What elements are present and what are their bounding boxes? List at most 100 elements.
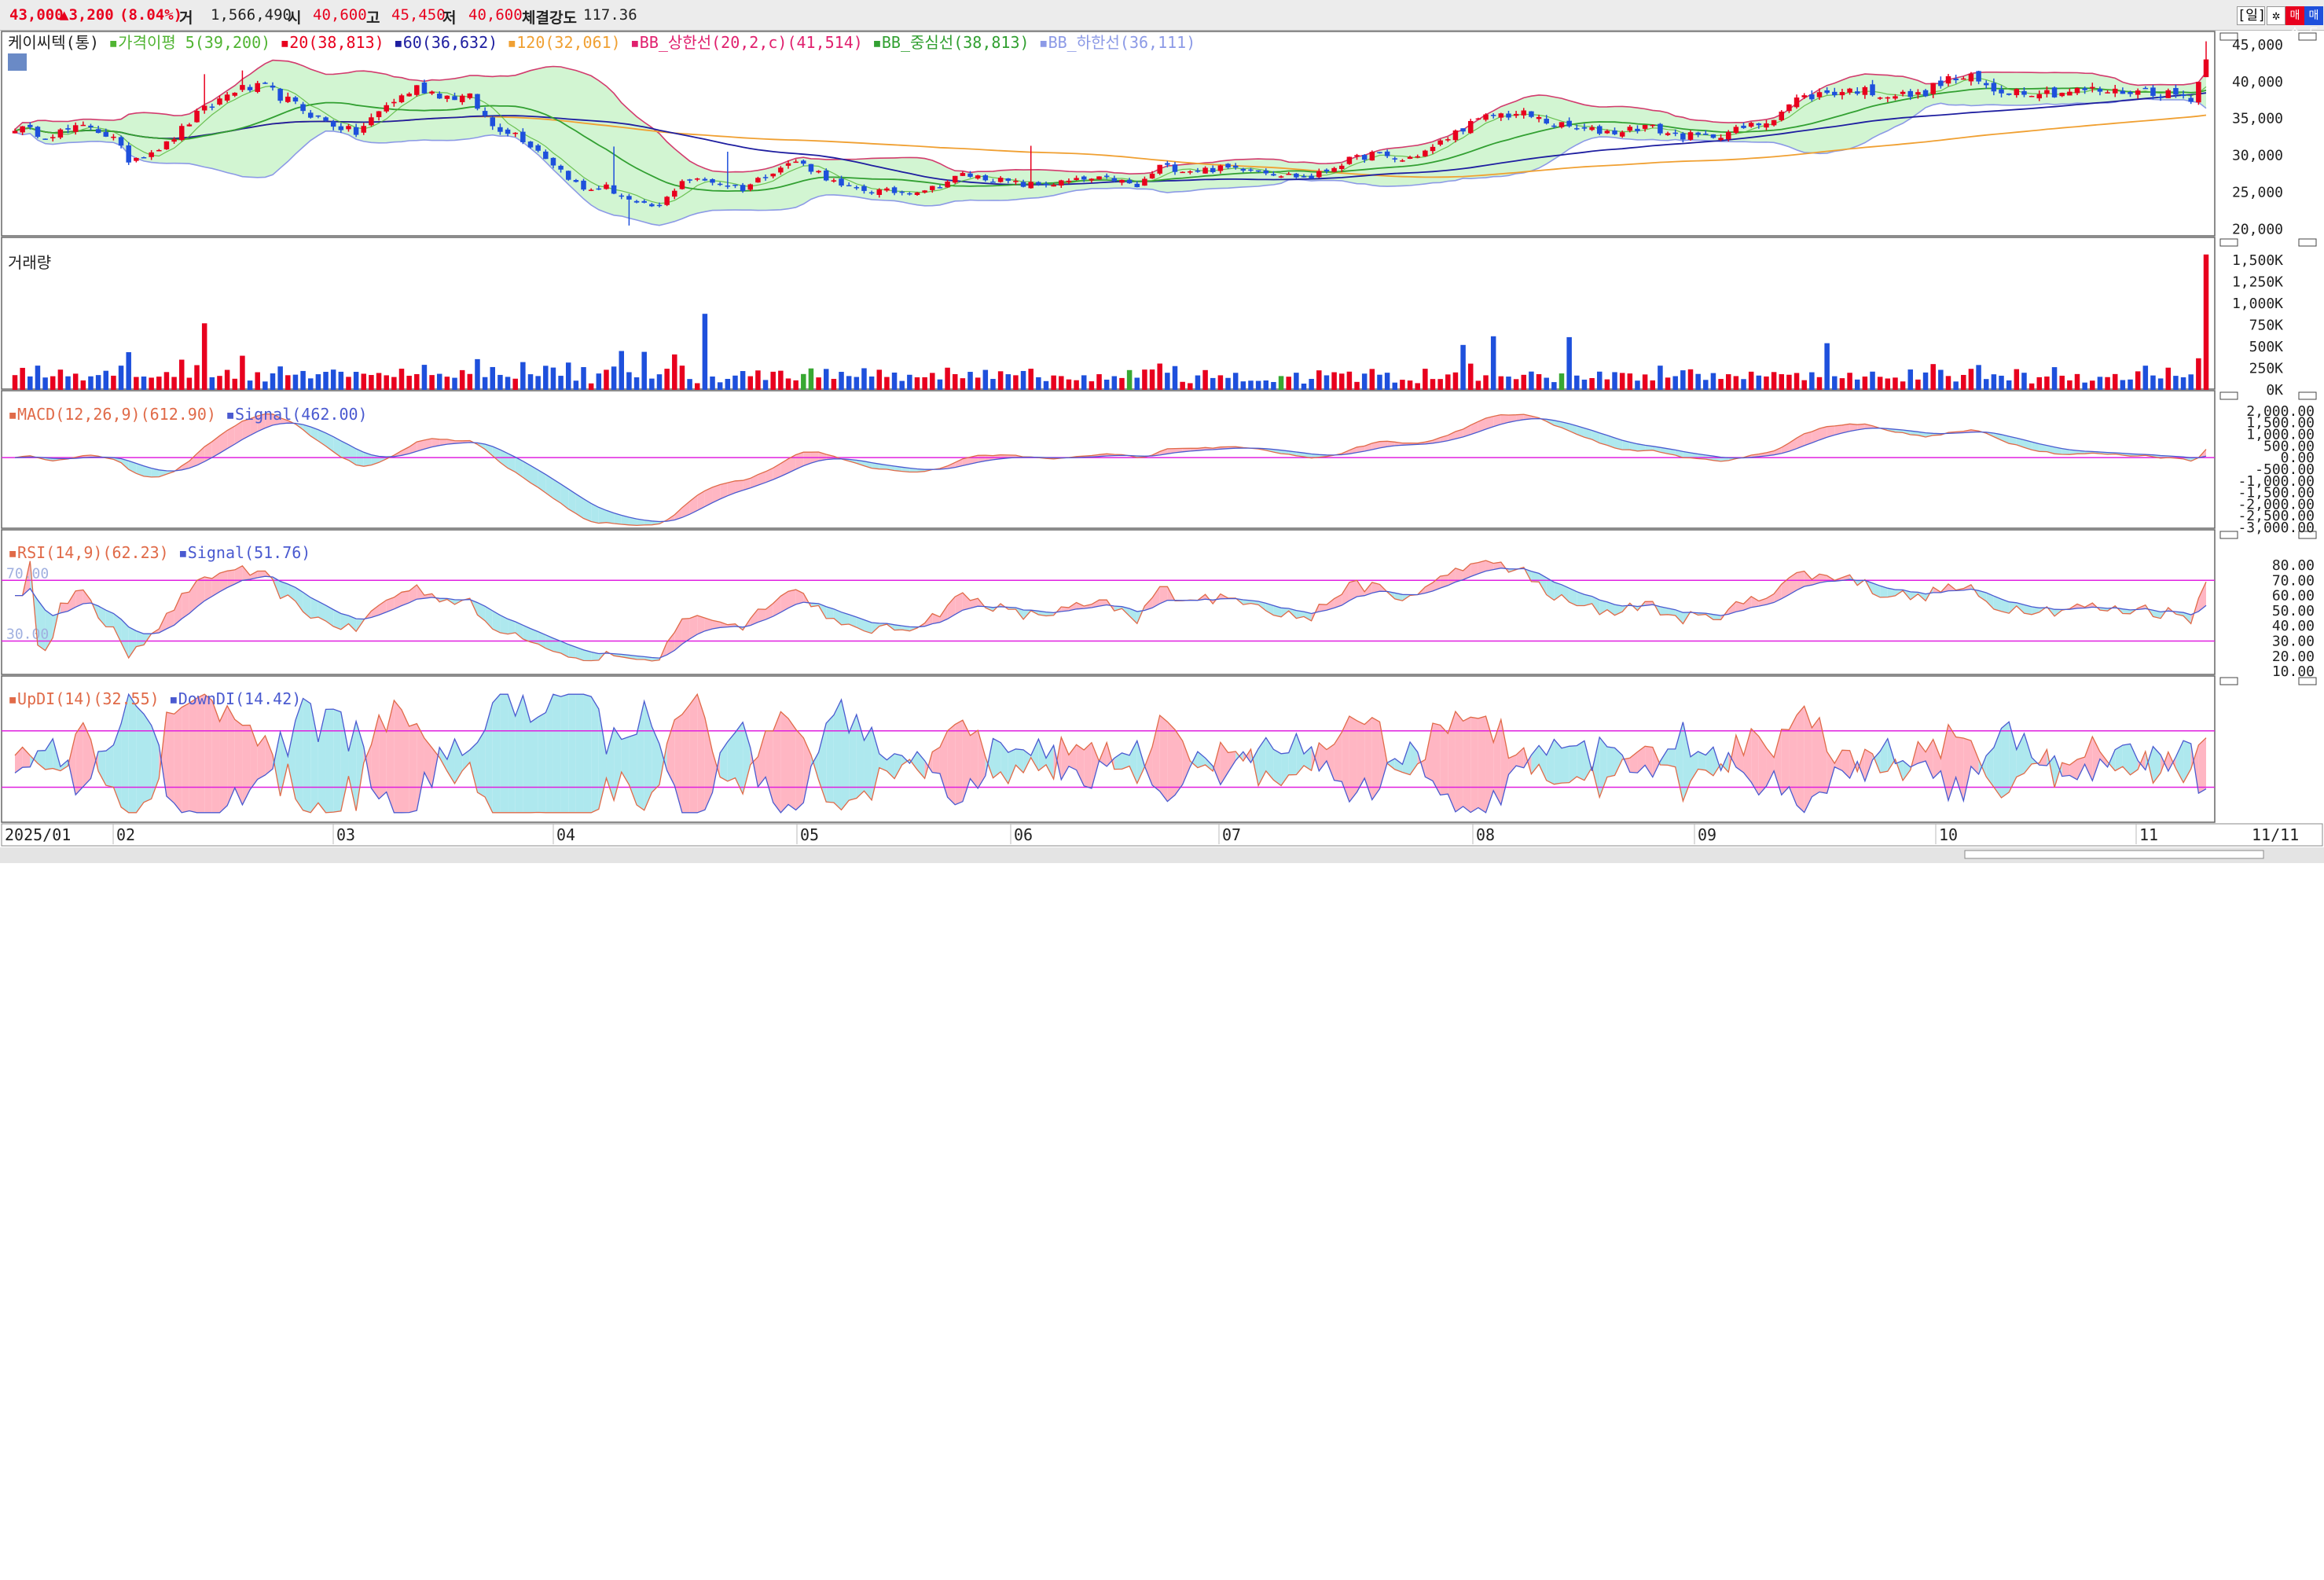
rsi-fill: [310, 597, 318, 619]
dmi-fill: [182, 703, 189, 813]
legend-entry: ▪120(32,061): [507, 33, 630, 52]
candle-body: [611, 185, 617, 194]
candle-body: [2165, 90, 2172, 98]
candle-body: [346, 126, 351, 130]
rsi-fill: [523, 625, 531, 642]
volume-label: 거: [179, 9, 193, 27]
candle-body: [1544, 119, 1549, 124]
candle-body: [1877, 97, 1883, 99]
panel-frame: [1, 31, 2216, 237]
candle-body: [1126, 179, 1133, 184]
volume-bar: [619, 351, 625, 390]
dmi-fill: [947, 724, 956, 805]
rsi-fill: [1296, 610, 1304, 619]
macd-fill: [978, 455, 986, 463]
dmi-fill: [1371, 717, 1380, 800]
volume-bar: [1013, 375, 1019, 390]
period-button[interactable]: [일]: [2237, 6, 2267, 25]
volume-bar: [2051, 367, 2058, 390]
dmi-fill: [1463, 717, 1471, 813]
volume-bar: [1847, 373, 1852, 390]
dmi-fill: [1008, 748, 1016, 784]
scroll-slider: [1964, 850, 2264, 859]
candle-body: [505, 129, 511, 134]
price-legend: 케이씨텍(통) ▪가격이평 5(39,200) ▪20(38,813) ▪60(…: [8, 33, 1195, 52]
rsi-fill: [1463, 564, 1471, 580]
sell-button[interactable]: 매도: [2304, 6, 2323, 39]
volume-bar: [1695, 373, 1701, 390]
dmi-fill: [1940, 724, 1948, 801]
macd-fill: [531, 465, 538, 488]
candle-body: [1741, 125, 1746, 128]
rsi-fill: [318, 601, 326, 622]
rsi-fill: [1660, 606, 1669, 615]
rsi-fill: [560, 641, 569, 658]
volume-bar: [1801, 380, 1807, 390]
candle-body: [2021, 90, 2027, 95]
dmi-fill: [1841, 750, 1850, 779]
rsi-fill: [1273, 605, 1282, 617]
dmi-fill: [560, 694, 569, 813]
candle-body: [2044, 90, 2050, 94]
macd-fill: [583, 498, 592, 522]
dmi-fill: [128, 694, 137, 813]
candle-body: [1658, 123, 1663, 134]
dmi-fill: [735, 722, 743, 794]
candle-body: [28, 124, 33, 127]
macd-fill: [121, 458, 129, 470]
macd-fill: [803, 452, 811, 466]
rsi-fill: [1319, 604, 1327, 612]
rsi-tick-label: 30.00: [2272, 634, 2315, 650]
candle-body: [1195, 171, 1201, 172]
candle-body: [285, 96, 291, 102]
candle-body: [338, 126, 344, 130]
candle-body: [2028, 96, 2035, 97]
dmi-fill: [2122, 744, 2131, 775]
volume-bar: [1687, 369, 1694, 390]
candle-body: [778, 167, 784, 173]
candle-body: [1725, 131, 1731, 140]
volume-bar: [1217, 375, 1224, 390]
dmi-fill: [1562, 746, 1570, 784]
stock-chart[interactable]: 45,000 40,000 35,000 30,000 25,000 20,000 케이씨텍…: [0, 30, 2324, 1580]
change-percent: (8.04%): [119, 6, 183, 24]
volume-bar: [361, 373, 367, 390]
volume-bar: [1059, 376, 1064, 390]
settings-icon[interactable]: ✲: [2267, 6, 2285, 25]
candle-body: [1665, 133, 1671, 135]
volume-bar: [565, 362, 571, 390]
macd-fill: [2032, 442, 2039, 452]
candle-body: [2082, 88, 2087, 90]
volume-bar: [1142, 369, 1147, 390]
volume-bar: [641, 351, 647, 390]
rsi-fill: [666, 632, 675, 656]
macd-fill: [743, 478, 751, 491]
candle-body: [672, 190, 677, 197]
candle-body: [2120, 90, 2126, 94]
updi-line: [14, 693, 2207, 814]
rsi-fill: [1342, 582, 1349, 605]
candle-body: [20, 126, 25, 133]
macd-fill: [1781, 443, 1790, 454]
candle-body: [1059, 180, 1064, 186]
candle-body: [1703, 134, 1709, 135]
candle-body: [876, 189, 883, 195]
dmi-fill: [1046, 745, 1054, 779]
candle-body: [330, 121, 336, 127]
volume-bar: [747, 376, 754, 390]
volume-bar: [224, 369, 230, 390]
dmi-fill: [1144, 747, 1153, 785]
candle-body: [527, 141, 534, 148]
volume-bar: [1286, 377, 1291, 390]
volume-bar: [1627, 373, 1633, 390]
rsi-fill: [98, 605, 106, 627]
dmi-fill: [826, 715, 834, 803]
volume-bar: [163, 372, 170, 390]
panel-scale-icon: [2219, 32, 2238, 41]
volume-bar: [1188, 383, 1193, 390]
volume-bar: [1149, 369, 1155, 390]
rsi-fill: [681, 618, 690, 645]
candle-body: [1961, 78, 1966, 80]
buy-button[interactable]: 매수: [2285, 6, 2304, 39]
dmi-fill: [22, 747, 31, 768]
